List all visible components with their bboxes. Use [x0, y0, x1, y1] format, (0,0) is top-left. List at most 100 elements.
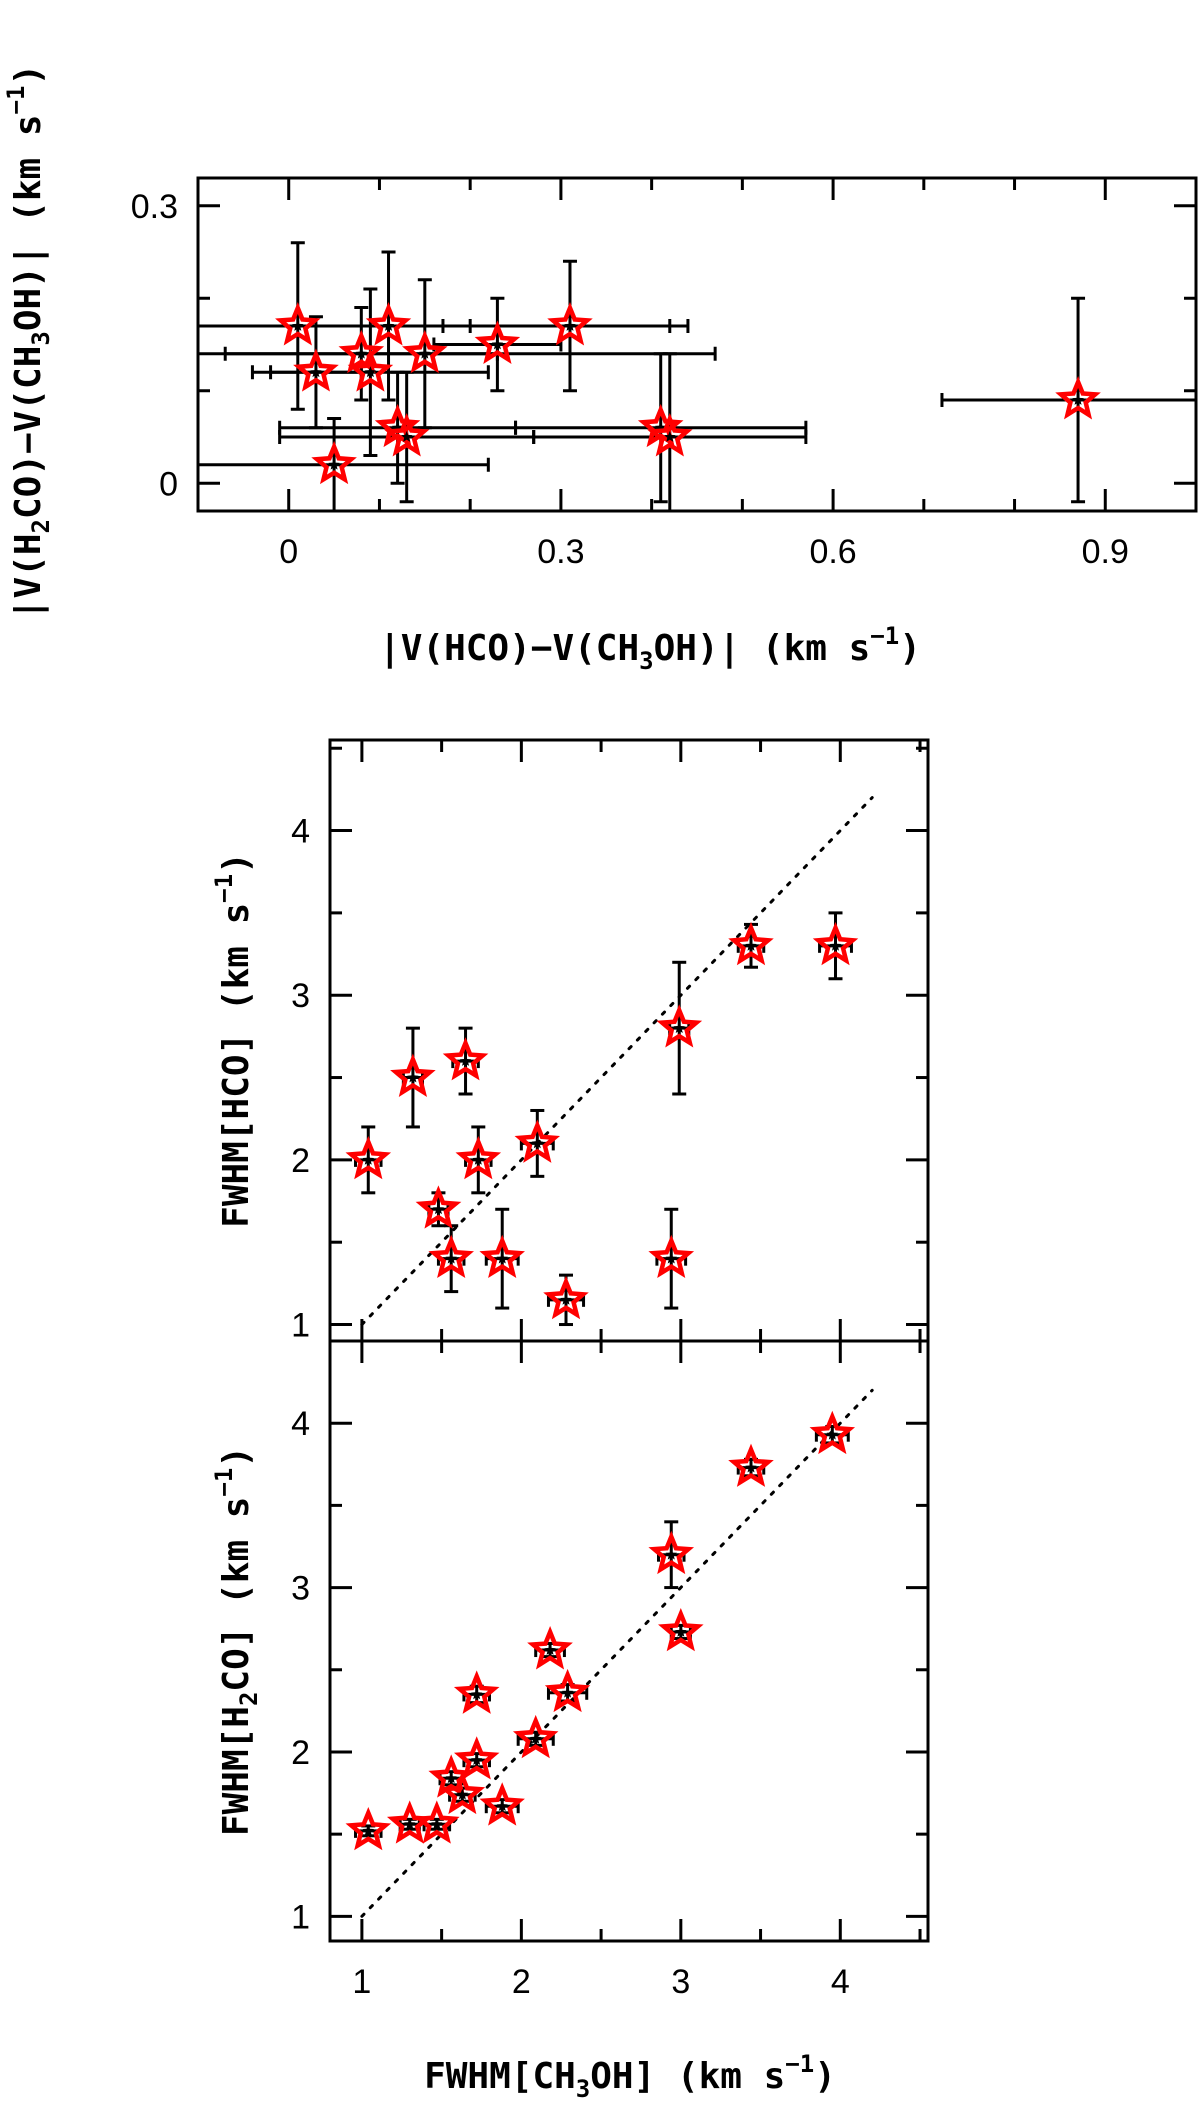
star-marker — [648, 1234, 695, 1278]
y-tick-label: 0.3 — [131, 188, 178, 226]
star-marker-core — [362, 1153, 374, 1165]
y-tick-label: 3 — [291, 1570, 310, 1608]
star-marker — [809, 1410, 856, 1455]
star-marker-core — [745, 939, 757, 951]
star-marker — [428, 1754, 474, 1798]
error-bar — [198, 278, 717, 430]
star-marker — [455, 1135, 502, 1180]
x-tick-label: 0.6 — [809, 533, 856, 571]
star-marker — [345, 1135, 392, 1180]
star-marker-core — [431, 1818, 443, 1830]
star-marker — [812, 921, 859, 966]
star-marker-core — [419, 347, 431, 359]
x-tick-label: 0 — [279, 533, 298, 571]
x-tick-label: 0.3 — [537, 533, 584, 571]
star-marker-core — [391, 421, 404, 433]
y-tick-label: 4 — [291, 813, 310, 851]
star-marker — [439, 1770, 486, 1815]
star-marker — [428, 1234, 474, 1278]
y-tick-label: 3 — [291, 977, 310, 1015]
y-axis-label: |V(H2CO)−V(CH3OH)| (km s−1) — [2, 64, 55, 620]
tick-labels: 1 2 3 4 — [291, 813, 310, 1345]
star-marker — [474, 320, 521, 364]
x-axis-label: FWHM[CH3OH] (km s−1) — [424, 2050, 836, 2103]
star-marker-core — [382, 320, 395, 331]
x-tick-label: 1 — [352, 1963, 371, 2001]
y-axis-label: FWHM[HCO] (km s−1) — [210, 852, 257, 1228]
star-marker — [414, 1800, 460, 1844]
star-marker-core — [445, 1252, 457, 1264]
star-marker-core — [328, 458, 340, 470]
star-marker-core — [292, 320, 304, 331]
star-marker — [442, 1037, 489, 1081]
star-marker-core — [456, 1788, 469, 1800]
star-marker-core — [445, 1772, 457, 1784]
x-tick-label: 0.9 — [1082, 533, 1129, 571]
y-tick-label: 2 — [291, 1142, 310, 1180]
y-tick-label: 2 — [291, 1734, 310, 1772]
star-marker — [543, 1275, 589, 1320]
plot-frame — [328, 1339, 930, 1943]
star-marker — [527, 1626, 573, 1670]
data-markers — [275, 302, 1101, 485]
star-marker-core — [496, 1252, 508, 1264]
star-marker-core — [544, 1644, 556, 1655]
star-marker-core — [564, 320, 576, 331]
star-marker — [479, 1782, 525, 1826]
panel-fwhm-hco: 1 2 3 4 FWHM[HCO] (km s−1) — [210, 738, 930, 1345]
star-marker — [453, 1670, 500, 1714]
star-marker — [293, 348, 339, 392]
star-marker-core — [401, 431, 413, 442]
star-marker — [453, 1736, 500, 1780]
star-marker — [311, 440, 357, 485]
star-marker — [1055, 376, 1101, 420]
star-marker-core — [826, 1428, 838, 1440]
tick-labels: 0 0.3 0.6 0.9 0 0.3 — [131, 188, 1129, 571]
star-marker-core — [664, 431, 676, 442]
one-to-one-line — [360, 1388, 874, 1918]
star-marker-core — [1072, 394, 1084, 405]
star-marker — [512, 1714, 559, 1759]
star-marker — [275, 302, 321, 346]
star-marker-core — [675, 1626, 687, 1637]
star-marker-core — [560, 1293, 572, 1305]
x-tick-label: 2 — [512, 1963, 531, 2001]
star-marker — [547, 302, 593, 346]
panel-velocity-difference: 0 0.3 0.6 0.9 0 0.3 |V(HCO)−V(CH3OH)| (km s−1… — [2, 64, 1198, 675]
star-marker — [347, 348, 394, 392]
star-marker — [728, 1443, 774, 1487]
star-marker — [656, 1004, 703, 1048]
star-marker-core — [531, 1137, 543, 1149]
x-axis-label: |V(HCO)−V(CH3OH)| (km s−1) — [379, 622, 921, 675]
star-marker — [648, 1530, 695, 1575]
data-markers — [345, 921, 859, 1320]
star-marker — [390, 1053, 436, 1097]
star-marker — [544, 1668, 591, 1713]
star-marker — [365, 302, 412, 346]
axis-ticks — [330, 740, 928, 1341]
star-marker-core — [364, 366, 377, 378]
star-marker-core — [471, 1754, 483, 1765]
star-marker-core — [432, 1203, 445, 1215]
star-marker-core — [496, 1800, 508, 1812]
star-marker-core — [829, 939, 842, 951]
plot-frame — [328, 738, 930, 1343]
y-tick-label: 0 — [159, 465, 178, 503]
y-tick-label: 4 — [291, 1405, 310, 1443]
error-bars — [354, 911, 853, 1327]
y-tick-label: 1 — [291, 1307, 310, 1345]
star-marker-core — [459, 1055, 472, 1066]
star-marker-core — [310, 366, 322, 378]
star-marker — [647, 413, 693, 457]
star-marker — [658, 1608, 704, 1652]
axis-ticks — [196, 178, 1198, 511]
tick-labels: 1 2 3 4 1 2 3 4 — [291, 1405, 850, 2001]
star-marker-core — [745, 1461, 757, 1473]
star-marker-core — [404, 1818, 416, 1830]
star-marker — [402, 329, 448, 374]
star-marker-core — [530, 1732, 542, 1744]
star-marker-core — [665, 1548, 677, 1560]
star-marker — [345, 1806, 392, 1851]
error-bars — [354, 1424, 850, 1838]
